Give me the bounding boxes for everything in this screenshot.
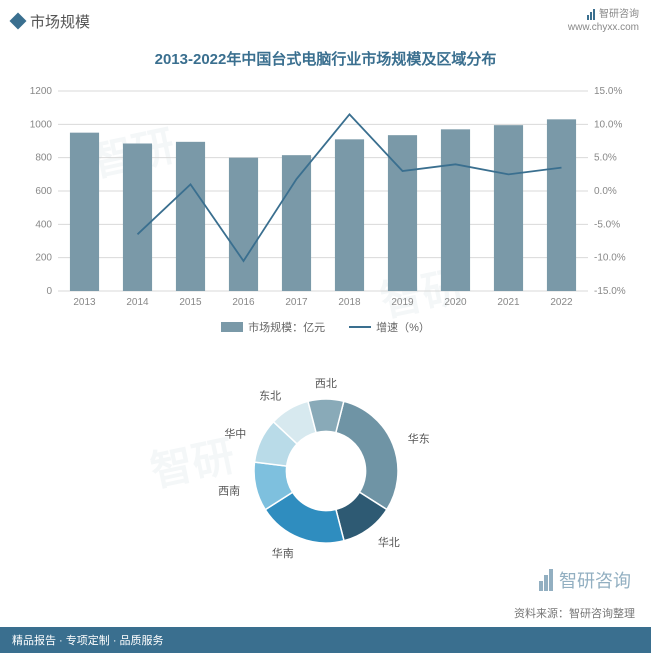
- header-left: 市场规模: [12, 11, 90, 32]
- svg-text:西北: 西北: [314, 377, 336, 390]
- footer-text: 精品报告 · 专项定制 · 品质服务: [12, 632, 164, 648]
- brand-logo-large: 智研咨询: [539, 567, 631, 593]
- svg-text:2013: 2013: [73, 297, 96, 308]
- source-text: 资料来源：智研咨询整理: [514, 605, 635, 621]
- header: 市场规模 智研咨询 www.chyxx.com: [0, 0, 651, 38]
- svg-text:200: 200: [35, 253, 52, 264]
- chart-legend: 市场规模：亿元 增速（%）: [0, 319, 651, 335]
- header-brand: 智研咨询 www.chyxx.com: [568, 8, 639, 34]
- svg-text:华中: 华中: [224, 427, 246, 441]
- brand-site: www.chyxx.com: [568, 21, 639, 34]
- svg-text:5.0%: 5.0%: [594, 153, 617, 164]
- svg-text:10.0%: 10.0%: [594, 119, 622, 130]
- combo-chart: 0 200 400 600 800 1000 1200 -15.0% -10.0% -5.0% 0.…: [16, 83, 636, 313]
- svg-text:2020: 2020: [444, 297, 467, 308]
- svg-text:东北: 东北: [259, 389, 281, 402]
- legend-bar: 市场规模：亿元: [221, 319, 325, 335]
- svg-text:-10.0%: -10.0%: [594, 253, 626, 264]
- donut-chart: 华东华北华南 西南 华中 东北 西北: [0, 361, 651, 571]
- logo-bars-icon-large: [539, 569, 553, 591]
- svg-text:600: 600: [35, 186, 52, 197]
- header-title: 市场规模: [30, 11, 90, 32]
- donut-chart-svg: 华东华北华南 西南 华中 东北 西北: [196, 361, 456, 571]
- legend-line-label: 增速（%）: [376, 319, 430, 335]
- svg-text:华南: 华南: [271, 546, 293, 560]
- svg-text:800: 800: [35, 153, 52, 164]
- svg-text:2014: 2014: [126, 297, 149, 308]
- footer: 精品报告 · 专项定制 · 品质服务: [0, 627, 651, 653]
- combo-chart-svg: 0 200 400 600 800 1000 1200 -15.0% -10.0% -5.0% 0.…: [16, 83, 636, 313]
- svg-text:2015: 2015: [179, 297, 202, 308]
- svg-text:1000: 1000: [29, 119, 52, 130]
- svg-text:2017: 2017: [285, 297, 308, 308]
- svg-text:华东: 华东: [407, 431, 429, 445]
- svg-text:2021: 2021: [497, 297, 520, 308]
- chart-title: 2013-2022年中国台式电脑行业市场规模及区域分布: [0, 48, 651, 69]
- svg-text:0: 0: [46, 286, 52, 297]
- svg-text:400: 400: [35, 219, 52, 230]
- diamond-icon: [10, 13, 27, 30]
- svg-text:华北: 华北: [377, 535, 399, 549]
- brand-logo-text: 智研咨询: [559, 567, 631, 593]
- svg-text:-15.0%: -15.0%: [594, 286, 626, 297]
- legend-bar-swatch: [221, 322, 243, 332]
- legend-line: 增速（%）: [349, 319, 430, 335]
- legend-bar-label: 市场规模：亿元: [248, 319, 325, 335]
- svg-text:2018: 2018: [338, 297, 361, 308]
- legend-line-swatch: [349, 326, 371, 328]
- svg-text:-5.0%: -5.0%: [594, 219, 620, 230]
- svg-text:2019: 2019: [391, 297, 414, 308]
- svg-text:2022: 2022: [550, 297, 573, 308]
- brand-text: 智研咨询: [599, 8, 639, 21]
- svg-text:2016: 2016: [232, 297, 255, 308]
- svg-text:西南: 西南: [218, 484, 240, 497]
- svg-text:15.0%: 15.0%: [594, 86, 622, 97]
- svg-text:0.0%: 0.0%: [594, 186, 617, 197]
- svg-text:1200: 1200: [29, 86, 52, 97]
- logo-bars-icon: [587, 9, 595, 20]
